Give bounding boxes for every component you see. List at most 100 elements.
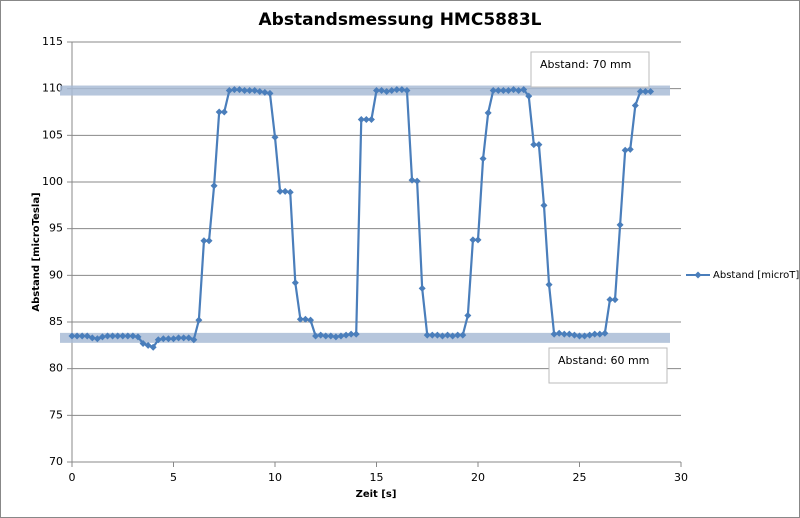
data-point — [109, 332, 117, 340]
data-point — [78, 332, 86, 340]
annotation-box — [530, 51, 650, 88]
data-point — [438, 332, 446, 340]
data-point — [626, 145, 634, 153]
data-point — [489, 87, 497, 95]
y-axis-label: Abstand [microTesla] — [31, 192, 42, 311]
y-tick-label: 105 — [42, 128, 63, 141]
chart-title: Abstandsmessung HMC5883L — [259, 10, 542, 30]
data-point — [484, 109, 492, 117]
data-point — [504, 87, 512, 95]
highlight-band — [60, 332, 670, 343]
data-point — [449, 332, 457, 340]
legend-marker — [694, 271, 702, 279]
data-point — [175, 334, 183, 342]
y-tick-label: 110 — [42, 82, 63, 95]
data-point — [535, 141, 543, 149]
x-tick-label: 10 — [268, 471, 282, 484]
data-point — [241, 87, 249, 95]
data-point — [220, 108, 228, 116]
data-point — [342, 331, 350, 339]
data-point — [210, 182, 218, 190]
data-point — [631, 101, 639, 109]
y-tick-label: 90 — [49, 268, 63, 281]
data-point — [520, 86, 528, 94]
data-point — [296, 315, 304, 323]
annotation-text: Abstand: 70 mm — [540, 58, 631, 71]
data-point — [129, 332, 137, 340]
data-point — [88, 334, 96, 342]
data-point — [352, 330, 360, 338]
data-point — [560, 330, 568, 338]
data-point — [266, 89, 274, 97]
data-point — [428, 331, 436, 339]
data-point — [479, 155, 487, 163]
data-point — [327, 332, 335, 340]
y-tick-label: 85 — [49, 315, 63, 328]
data-point — [362, 115, 370, 123]
data-point — [104, 332, 112, 340]
data-point — [286, 188, 294, 196]
data-point — [114, 332, 122, 340]
data-point — [398, 86, 406, 94]
data-point — [555, 329, 563, 337]
data-point — [641, 87, 649, 95]
x-tick-label: 20 — [471, 471, 485, 484]
data-point — [596, 330, 604, 338]
data-point — [530, 141, 538, 149]
data-point — [606, 296, 614, 304]
data-point — [312, 332, 320, 340]
y-tick-label: 80 — [49, 362, 63, 375]
data-point — [119, 332, 127, 340]
data-point — [611, 296, 619, 304]
data-point — [225, 87, 233, 95]
data-point — [68, 332, 76, 340]
data-point — [576, 332, 583, 340]
data-point — [281, 187, 289, 195]
highlight-band — [60, 85, 670, 96]
data-point — [474, 236, 482, 244]
data-point — [251, 87, 259, 95]
data-point — [586, 331, 594, 339]
data-point — [276, 187, 284, 195]
data-point — [525, 92, 533, 100]
x-tick-label: 15 — [370, 471, 384, 484]
data-point — [134, 333, 142, 341]
data-point — [433, 331, 441, 339]
data-point — [378, 87, 386, 95]
y-tick-label: 75 — [49, 408, 63, 421]
data-point — [616, 221, 624, 229]
x-tick-label: 0 — [69, 471, 76, 484]
data-point — [454, 331, 462, 339]
data-point — [154, 336, 162, 344]
data-point — [510, 86, 518, 94]
data-point — [444, 331, 452, 339]
data-point — [205, 237, 213, 245]
data-point — [373, 87, 380, 95]
data-point — [159, 335, 167, 343]
data-point — [423, 331, 431, 339]
data-point — [261, 88, 269, 96]
data-point — [291, 279, 299, 287]
y-tick-label: 95 — [49, 222, 63, 235]
x-tick-label: 30 — [674, 471, 688, 484]
data-point — [317, 331, 325, 339]
data-point — [581, 332, 589, 340]
data-point — [469, 236, 477, 244]
data-point — [636, 87, 644, 95]
data-point — [545, 281, 553, 289]
data-point — [570, 331, 578, 339]
data-point — [180, 334, 188, 342]
y-tick-label: 70 — [49, 455, 63, 468]
data-point — [332, 333, 340, 341]
data-point — [246, 87, 254, 95]
data-point — [464, 311, 472, 319]
legend-label: Abstand [microT] — [713, 270, 799, 281]
data-point — [494, 87, 502, 95]
data-point — [647, 87, 655, 95]
data-point — [388, 87, 396, 95]
data-point — [565, 330, 573, 338]
data-point — [337, 332, 345, 340]
data-point — [403, 87, 411, 95]
